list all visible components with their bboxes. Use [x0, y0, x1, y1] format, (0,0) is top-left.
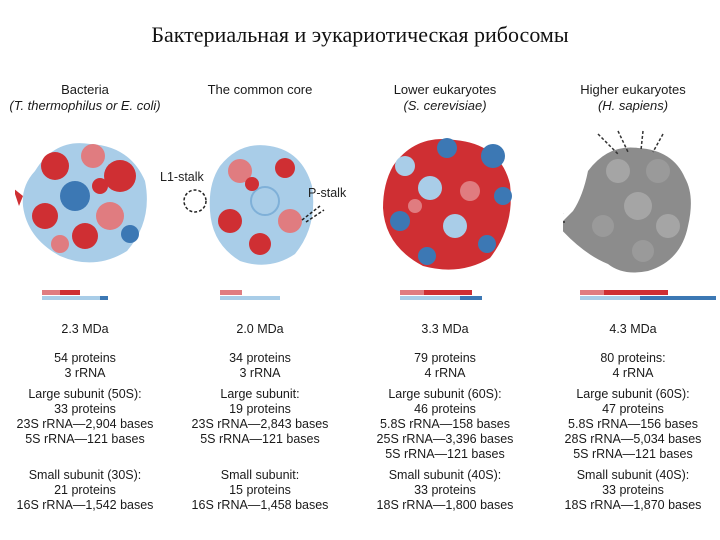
column-header: Bacteria (T. thermophilus or E. coli) [0, 82, 170, 116]
small-subunit-group: Small subunit (40S): 33 proteins 18S rRN… [548, 468, 718, 513]
proteins-total: 34 proteins [229, 351, 291, 365]
p-stalk-marker [301, 205, 325, 223]
column-header: The common core [175, 82, 345, 116]
column-lower-eukaryotes: Lower eukaryotes (S. cerevisiae) 3.3 MDa… [360, 82, 530, 512]
column-title: The common core [207, 82, 313, 97]
composition-bars-lower-eukaryotes [400, 290, 482, 300]
rrna-total: 3 rRNA [239, 366, 281, 380]
large-subunit-line: Large subunit (60S): [576, 387, 690, 401]
l1-stalk-marker [183, 189, 207, 213]
small-subunit-line: Small subunit (40S): [576, 468, 690, 482]
ribosome-model-bacteria [15, 143, 147, 263]
composition-bars-higher-eukaryotes [580, 290, 716, 300]
column-subtitle: (T. thermophilus or E. coli) [9, 98, 161, 113]
large-subunit-line: 5S rRNA—121 bases [200, 432, 320, 446]
totals-group: 34 proteins 3 rRNA [175, 351, 345, 381]
small-subunit-line: 16S rRNA—1,458 bases [191, 498, 329, 512]
large-subunit-line: 25S rRNA—3,396 bases [376, 432, 514, 446]
small-subunit-line: 15 proteins [229, 483, 291, 497]
large-subunit-group: Large subunit: 19 proteins 23S rRNA—2,84… [175, 387, 345, 462]
column-info: 4.3 MDa 80 proteins: 4 rRNA Large subuni… [548, 322, 718, 519]
proteins-total: 54 proteins [54, 351, 116, 365]
large-subunit-line: 23S rRNA—2,843 bases [191, 417, 329, 431]
ribosome-model-higher-eukaryotes [563, 130, 691, 273]
large-subunit-group: Large subunit (50S): 33 proteins 23S rRN… [0, 387, 170, 462]
small-subunit-line: 18S rRNA—1,870 bases [564, 498, 702, 512]
rrna-total: 3 rRNA [64, 366, 106, 380]
mass-value: 2.0 MDa [236, 322, 284, 336]
mass-value: 3.3 MDa [421, 322, 469, 336]
column-subtitle: (H. sapiens) [597, 98, 669, 113]
column-common-core: The common core 2.0 MDa 34 proteins 3 rR… [175, 82, 345, 512]
column-info: 2.0 MDa 34 proteins 3 rRNA Large subunit… [175, 322, 345, 519]
column-higher-eukaryotes: Higher eukaryotes (H. sapiens) 4.3 MDa 8… [548, 82, 718, 512]
ribosome-model-lower-eukaryotes [383, 138, 512, 270]
composition-bars-bacteria [42, 290, 108, 300]
large-subunit-line: Large subunit (50S): [28, 387, 142, 401]
small-subunit-line: 18S rRNA—1,800 bases [376, 498, 514, 512]
small-subunit-line: 21 proteins [54, 483, 116, 497]
large-subunit-line: Large subunit (60S): [388, 387, 502, 401]
large-subunit-line: 23S rRNA—2,904 bases [16, 417, 154, 431]
large-subunit-line: 5S rRNA—121 bases [573, 447, 693, 461]
column-info: 3.3 MDa 79 proteins 4 rRNA Large subunit… [360, 322, 530, 519]
small-subunit-line: 33 proteins [414, 483, 476, 497]
large-subunit-line: 5.8S rRNA—158 bases [380, 417, 510, 431]
column-header: Higher eukaryotes (H. sapiens) [548, 82, 718, 116]
large-subunit-line: 5S rRNA—121 bases [385, 447, 505, 461]
rrna-total: 4 rRNA [424, 366, 466, 380]
proteins-total: 79 proteins [414, 351, 476, 365]
large-subunit-group: Large subunit (60S): 47 proteins 5.8S rR… [548, 387, 718, 462]
column-title: Bacteria [61, 82, 109, 97]
small-subunit-group: Small subunit (30S): 21 proteins 16S rRN… [0, 468, 170, 513]
composition-bars-common-core [220, 290, 280, 300]
large-subunit-line: 33 proteins [54, 402, 116, 416]
ribosome-model-common-core [209, 145, 314, 265]
small-subunit-line: Small subunit (30S): [28, 468, 142, 482]
large-subunit-line: 47 proteins [602, 402, 664, 416]
slide-title: Бактериальная и эукариотическая рибосомы [151, 22, 569, 47]
column-header: Lower eukaryotes (S. cerevisiae) [360, 82, 530, 116]
large-subunit-group: Large subunit (60S): 46 proteins 5.8S rR… [360, 387, 530, 462]
large-subunit-line: 5S rRNA—121 bases [25, 432, 145, 446]
column-subtitle: (S. cerevisiae) [403, 98, 487, 113]
large-subunit-line: 46 proteins [414, 402, 476, 416]
large-subunit-line: Large subunit: [220, 387, 300, 401]
large-subunit-line: 28S rRNA—5,034 bases [564, 432, 702, 446]
proteins-total: 80 proteins: [600, 351, 666, 365]
column-info: 2.3 MDa 54 proteins 3 rRNA Large subunit… [0, 322, 170, 519]
rrna-total: 4 rRNA [612, 366, 654, 380]
small-subunit-line: Small subunit: [220, 468, 300, 482]
l1-stalk-label: L1-stalk [160, 170, 204, 184]
large-subunit-line: 19 proteins [229, 402, 291, 416]
small-subunit-line: 33 proteins [602, 483, 664, 497]
large-subunit-line: 5.8S rRNA—156 bases [568, 417, 698, 431]
column-title: Higher eukaryotes [580, 82, 686, 97]
small-subunit-line: Small subunit (40S): [388, 468, 502, 482]
small-subunit-line: 16S rRNA—1,542 bases [16, 498, 154, 512]
totals-group: 54 proteins 3 rRNA [0, 351, 170, 381]
small-subunit-group: Small subunit (40S): 33 proteins 18S rRN… [360, 468, 530, 513]
small-subunit-group: Small subunit: 15 proteins 16S rRNA—1,45… [175, 468, 345, 513]
mass-value: 2.3 MDa [61, 322, 109, 336]
column-title: Lower eukaryotes [393, 82, 497, 97]
totals-group: 80 proteins: 4 rRNA [548, 351, 718, 381]
mass-value: 4.3 MDa [609, 322, 657, 336]
totals-group: 79 proteins 4 rRNA [360, 351, 530, 381]
p-stalk-label: P-stalk [308, 186, 347, 200]
column-bacteria: Bacteria (T. thermophilus or E. coli) 2.… [0, 82, 170, 512]
